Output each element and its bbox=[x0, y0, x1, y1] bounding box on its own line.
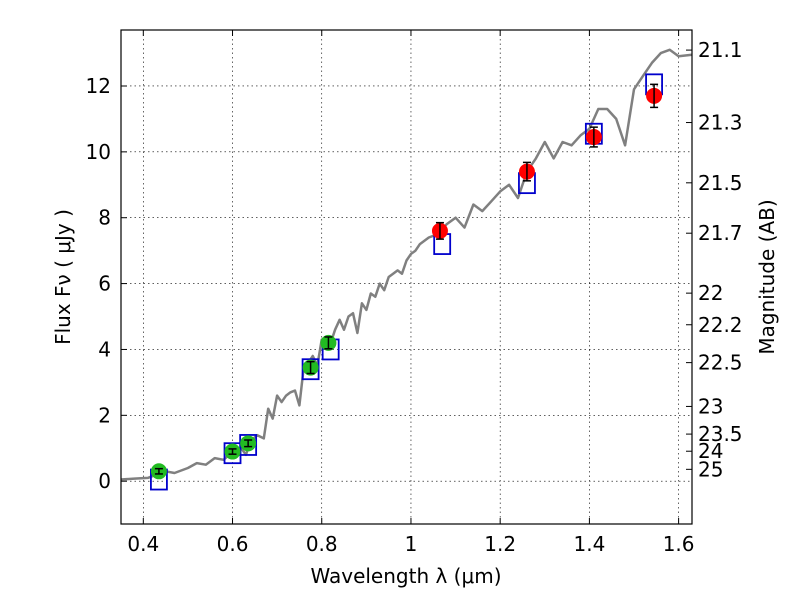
y-tick-label: 10 bbox=[86, 140, 111, 164]
magnitude-tick-label: 21.3 bbox=[698, 111, 743, 135]
plot-content bbox=[120, 48, 693, 491]
x-tick-label: 0.6 bbox=[217, 532, 249, 556]
x-tick-label: 1 bbox=[405, 532, 418, 556]
magnitude-tick-label: 23 bbox=[698, 394, 723, 418]
magnitude-tick-label: 21.7 bbox=[698, 221, 743, 245]
magnitude-tick-label: 22.5 bbox=[698, 351, 743, 375]
magnitude-tick-label: 21.5 bbox=[698, 171, 743, 195]
magnitude-tick-label: 23.5 bbox=[698, 422, 743, 446]
y-axis-right-label: Magnitude (AB) bbox=[755, 199, 779, 354]
ticks: 0.4 0.6 0.8 1 1.2 1.4 1.602468101221.121.321.5… bbox=[86, 30, 743, 556]
y-axis-label: Flux Fν ( μJy ) bbox=[51, 209, 75, 345]
x-tick-label: 0.8 bbox=[306, 532, 338, 556]
magnitude-tick-label: 22.2 bbox=[698, 313, 743, 337]
x-tick-label: 0.4 bbox=[127, 532, 159, 556]
x-tick-label: 1.4 bbox=[573, 532, 605, 556]
grid bbox=[121, 30, 692, 524]
model-photometry-box bbox=[239, 434, 258, 456]
y-tick-label: 4 bbox=[98, 337, 111, 361]
y-tick-label: 2 bbox=[98, 403, 111, 427]
magnitude-tick-label: 22 bbox=[698, 281, 723, 305]
x-axis-label: Wavelength λ (μm) bbox=[310, 564, 501, 588]
model-photometry-box bbox=[301, 358, 320, 381]
x-tick-label: 1.6 bbox=[663, 532, 695, 556]
y-tick-label: 6 bbox=[98, 272, 111, 296]
y-tick-label: 0 bbox=[98, 469, 111, 493]
magnitude-tick-label: 24 bbox=[698, 439, 723, 463]
y-tick-label: 8 bbox=[98, 206, 111, 230]
y-tick-label: 12 bbox=[86, 74, 111, 98]
magnitude-tick-label: 25 bbox=[698, 457, 723, 481]
magnitude-tick-label: 21.1 bbox=[698, 38, 743, 62]
x-tick-label: 1.2 bbox=[484, 532, 516, 556]
plot-frame bbox=[120, 29, 693, 525]
